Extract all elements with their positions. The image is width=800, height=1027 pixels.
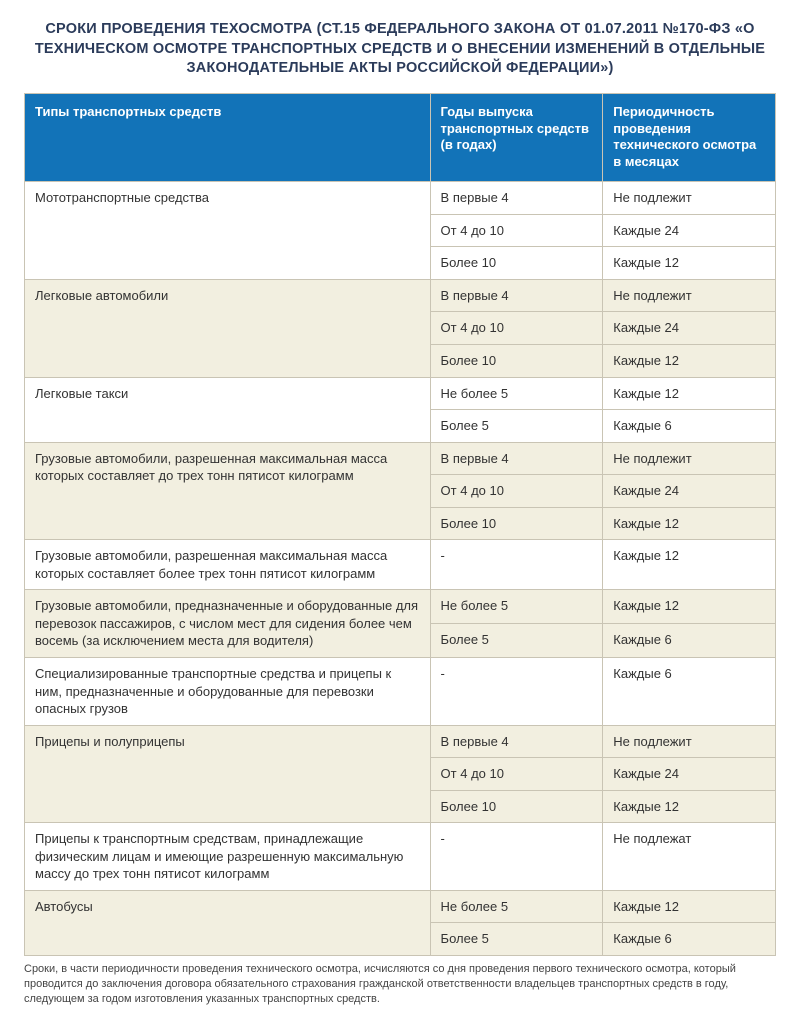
cell-years: От 4 до 10 bbox=[430, 214, 603, 247]
cell-period: Каждые 6 bbox=[603, 658, 776, 726]
cell-type: Грузовые автомобили, предназначенные и о… bbox=[25, 590, 431, 658]
cell-years: Более 10 bbox=[430, 507, 603, 540]
cell-years: В первые 4 bbox=[430, 725, 603, 758]
cell-type: Грузовые автомобили, разрешенная максима… bbox=[25, 540, 431, 590]
cell-period: Каждые 12 bbox=[603, 377, 776, 410]
footnote-text: Сроки, в части периодичности проведения … bbox=[24, 962, 776, 1007]
cell-period: Каждые 12 bbox=[603, 790, 776, 823]
table-row: Прицепы и полуприцепыВ первые 4Не подлеж… bbox=[25, 725, 776, 758]
cell-period: Каждые 24 bbox=[603, 214, 776, 247]
cell-years: - bbox=[430, 658, 603, 726]
cell-years: В первые 4 bbox=[430, 182, 603, 215]
table-row: Прицепы к транспортным средствам, принад… bbox=[25, 823, 776, 891]
cell-years: От 4 до 10 bbox=[430, 475, 603, 508]
cell-years: Более 5 bbox=[430, 624, 603, 658]
cell-period: Каждые 24 bbox=[603, 475, 776, 508]
col-header-period: Периодичность проведения технического ос… bbox=[603, 93, 776, 182]
table-row: АвтобусыНе более 5Каждые 12 bbox=[25, 890, 776, 923]
cell-years: Более 5 bbox=[430, 410, 603, 443]
cell-period: Не подлежат bbox=[603, 823, 776, 891]
table-body: Мототранспортные средстваВ первые 4Не по… bbox=[25, 182, 776, 956]
cell-years: - bbox=[430, 540, 603, 590]
cell-period: Не подлежит bbox=[603, 279, 776, 312]
cell-type: Прицепы и полуприцепы bbox=[25, 725, 431, 823]
table-row: Мототранспортные средстваВ первые 4Не по… bbox=[25, 182, 776, 215]
col-header-type: Типы транспортных средств bbox=[25, 93, 431, 182]
table-row: Легковые таксиНе более 5Каждые 12 bbox=[25, 377, 776, 410]
cell-period: Каждые 12 bbox=[603, 590, 776, 624]
cell-period: Каждые 24 bbox=[603, 758, 776, 791]
cell-years: От 4 до 10 bbox=[430, 312, 603, 345]
table-row: Специализированные транспортные средства… bbox=[25, 658, 776, 726]
cell-years: - bbox=[430, 823, 603, 891]
cell-period: Не подлежит bbox=[603, 442, 776, 475]
cell-years: Не более 5 bbox=[430, 590, 603, 624]
cell-period: Каждые 12 bbox=[603, 540, 776, 590]
cell-type: Грузовые автомобили, разрешенная максима… bbox=[25, 442, 431, 540]
cell-years: В первые 4 bbox=[430, 279, 603, 312]
cell-type: Специализированные транспортные средства… bbox=[25, 658, 431, 726]
cell-years: Более 10 bbox=[430, 790, 603, 823]
cell-years: Более 10 bbox=[430, 247, 603, 280]
cell-period: Каждые 6 bbox=[603, 410, 776, 443]
cell-period: Каждые 6 bbox=[603, 923, 776, 956]
cell-type: Прицепы к транспортным средствам, принад… bbox=[25, 823, 431, 891]
cell-type: Легковые такси bbox=[25, 377, 431, 442]
cell-period: Каждые 12 bbox=[603, 890, 776, 923]
inspection-table: Типы транспортных средств Годы выпуска т… bbox=[24, 93, 776, 956]
cell-years: В первые 4 bbox=[430, 442, 603, 475]
cell-type: Легковые автомобили bbox=[25, 279, 431, 377]
page-title: СРОКИ ПРОВЕДЕНИЯ ТЕХОСМОТРА (СТ.15 ФЕДЕР… bbox=[30, 20, 770, 79]
cell-period: Каждые 6 bbox=[603, 624, 776, 658]
cell-period: Не подлежит bbox=[603, 725, 776, 758]
cell-period: Не подлежит bbox=[603, 182, 776, 215]
table-header-row: Типы транспортных средств Годы выпуска т… bbox=[25, 93, 776, 182]
cell-years: Более 5 bbox=[430, 923, 603, 956]
cell-period: Каждые 24 bbox=[603, 312, 776, 345]
table-row: Грузовые автомобили, разрешенная максима… bbox=[25, 540, 776, 590]
cell-type: Автобусы bbox=[25, 890, 431, 955]
col-header-years: Годы выпуска транспортных средств (в год… bbox=[430, 93, 603, 182]
cell-years: От 4 до 10 bbox=[430, 758, 603, 791]
table-row: Легковые автомобилиВ первые 4Не подлежит bbox=[25, 279, 776, 312]
cell-period: Каждые 12 bbox=[603, 344, 776, 377]
cell-type: Мототранспортные средства bbox=[25, 182, 431, 280]
cell-period: Каждые 12 bbox=[603, 507, 776, 540]
table-row: Грузовые автомобили, предназначенные и о… bbox=[25, 590, 776, 624]
cell-period: Каждые 12 bbox=[603, 247, 776, 280]
cell-years: Не более 5 bbox=[430, 890, 603, 923]
cell-years: Не более 5 bbox=[430, 377, 603, 410]
table-row: Грузовые автомобили, разрешенная максима… bbox=[25, 442, 776, 475]
cell-years: Более 10 bbox=[430, 344, 603, 377]
